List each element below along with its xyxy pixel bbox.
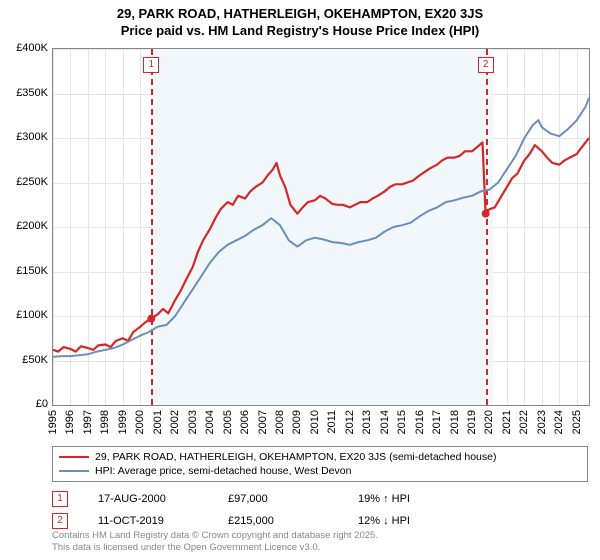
x-tick-label: 2004 <box>204 410 216 434</box>
transaction-date: 11-OCT-2019 <box>98 515 198 527</box>
x-tick-label: 1998 <box>99 410 111 434</box>
legend-item: 29, PARK ROAD, HATHERLEIGH, OKEHAMPTON, … <box>59 450 581 464</box>
transaction-row: 2 11-OCT-2019 £215,000 12% ↓ HPI <box>52 510 588 532</box>
x-tick-label: 2003 <box>187 410 199 434</box>
transaction-marker-dot <box>482 210 490 218</box>
x-tick-label: 2018 <box>449 410 461 434</box>
x-tick-label: 2019 <box>466 410 478 434</box>
chart-container: 29, PARK ROAD, HATHERLEIGH, OKEHAMPTON, … <box>0 0 600 560</box>
x-tick-label: 2011 <box>326 410 338 434</box>
x-tick-label: 1997 <box>82 410 94 434</box>
y-tick-label: £250K <box>2 176 48 188</box>
series-hpi <box>53 98 589 357</box>
x-tick-label: 2022 <box>518 410 530 434</box>
footer-line-1: Contains HM Land Registry data © Crown c… <box>52 530 378 541</box>
y-tick-label: £0 <box>2 398 48 410</box>
transaction-row: 1 17-AUG-2000 £97,000 19% ↑ HPI <box>52 488 588 510</box>
x-tick-label: 2024 <box>553 410 565 434</box>
plot-area: 12 <box>52 48 590 406</box>
transaction-note: 19% ↑ HPI <box>358 493 458 505</box>
x-tick-label: 2012 <box>344 410 356 434</box>
x-tick-label: 2017 <box>431 410 443 434</box>
x-tick-label: 1996 <box>64 410 76 434</box>
x-tick-label: 2010 <box>309 410 321 434</box>
transaction-table: 1 17-AUG-2000 £97,000 19% ↑ HPI 2 11-OCT… <box>52 488 588 532</box>
x-tick-label: 2014 <box>379 410 391 434</box>
x-tick-label: 2002 <box>169 410 181 434</box>
x-tick-label: 2020 <box>483 410 495 434</box>
y-tick-label: £50K <box>2 354 48 366</box>
footer-attribution: Contains HM Land Registry data © Crown c… <box>52 530 378 554</box>
x-tick-label: 2021 <box>501 410 513 434</box>
title-line-2: Price paid vs. HM Land Registry's House … <box>121 23 480 38</box>
transaction-marker: 1 <box>52 491 68 507</box>
x-tick-label: 2025 <box>571 410 583 434</box>
x-tick-label: 2006 <box>239 410 251 434</box>
transaction-date: 17-AUG-2000 <box>98 493 198 505</box>
chart-title: 29, PARK ROAD, HATHERLEIGH, OKEHAMPTON, … <box>0 0 600 40</box>
y-tick-label: £400K <box>2 42 48 54</box>
x-tick-label: 2013 <box>361 410 373 434</box>
x-tick-label: 2016 <box>414 410 426 434</box>
legend-label: 29, PARK ROAD, HATHERLEIGH, OKEHAMPTON, … <box>95 451 496 463</box>
title-line-1: 29, PARK ROAD, HATHERLEIGH, OKEHAMPTON, … <box>117 6 483 21</box>
y-tick-label: £200K <box>2 220 48 232</box>
series-price_paid <box>53 138 589 352</box>
transaction-marker: 2 <box>52 513 68 529</box>
y-tick-label: £150K <box>2 265 48 277</box>
legend-item: HPI: Average price, semi-detached house,… <box>59 464 581 478</box>
x-tick-label: 2000 <box>134 410 146 434</box>
legend-swatch <box>59 456 89 458</box>
legend: 29, PARK ROAD, HATHERLEIGH, OKEHAMPTON, … <box>52 446 588 482</box>
x-tick-label: 2005 <box>222 410 234 434</box>
transaction-price: £215,000 <box>228 515 328 527</box>
x-tick-label: 2007 <box>257 410 269 434</box>
line-series-layer <box>53 49 589 405</box>
y-tick-label: £300K <box>2 131 48 143</box>
x-tick-label: 1995 <box>47 410 59 434</box>
x-tick-label: 2023 <box>536 410 548 434</box>
x-tick-label: 2001 <box>152 410 164 434</box>
x-tick-label: 2015 <box>396 410 408 434</box>
legend-label: HPI: Average price, semi-detached house,… <box>95 465 351 477</box>
footer-line-2: This data is licensed under the Open Gov… <box>52 542 320 553</box>
transaction-note: 12% ↓ HPI <box>358 515 458 527</box>
x-tick-label: 1999 <box>117 410 129 434</box>
y-tick-label: £100K <box>2 309 48 321</box>
legend-swatch <box>59 470 89 472</box>
x-tick-label: 2009 <box>291 410 303 434</box>
transaction-price: £97,000 <box>228 493 328 505</box>
transaction-marker-dot <box>147 315 155 323</box>
x-tick-label: 2008 <box>274 410 286 434</box>
y-tick-label: £350K <box>2 87 48 99</box>
